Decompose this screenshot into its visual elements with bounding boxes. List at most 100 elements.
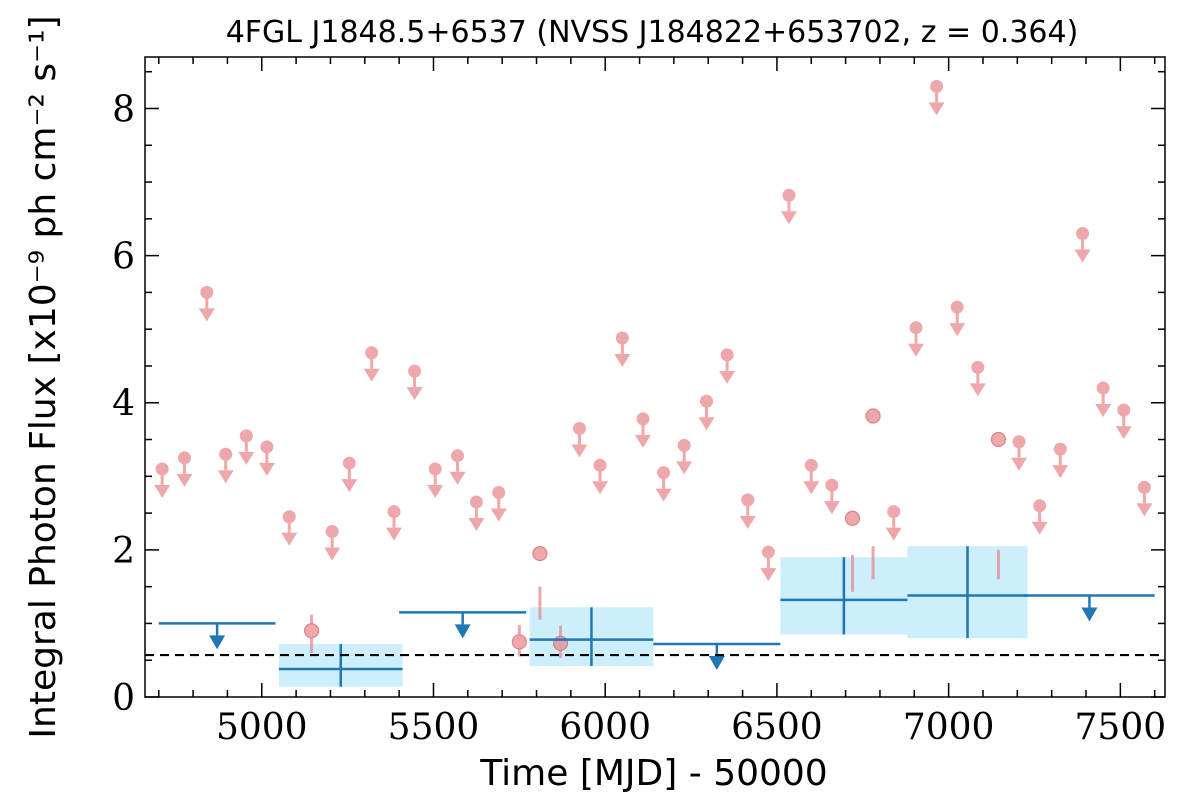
monthly-detection [303, 614, 320, 653]
upper-limit-marker [782, 188, 796, 202]
monthly-upper-limit [1031, 499, 1048, 535]
y-tick-label: 4 [112, 384, 135, 425]
upper-limit-arrowhead [1031, 521, 1048, 535]
plot-frame [144, 56, 1166, 698]
upper-limit-arrowhead [928, 102, 945, 116]
detection-marker [303, 623, 320, 639]
upper-limit-arrowhead [739, 515, 756, 529]
monthly-detection [511, 624, 527, 657]
y-axis-label: Integral Photon Flux [x10⁻⁹ ph cm⁻² s⁻¹] [23, 15, 64, 738]
upper-limit-marker [1096, 381, 1110, 395]
upper-limit-marker [930, 79, 944, 93]
upper-limit-arrowhead [823, 501, 840, 515]
yearly-upper-limit [653, 642, 781, 671]
upper-limit-marker [636, 412, 650, 426]
upper-limit-marker [887, 505, 901, 519]
upper-limit-marker [260, 440, 274, 454]
upper-limit-arrowhead [363, 368, 380, 382]
monthly-upper-limit [176, 451, 193, 487]
upper-limit-marker [282, 510, 296, 524]
monthly-upper-limit [928, 79, 945, 116]
detection-marker [844, 510, 861, 526]
upper-limit-marker [1033, 499, 1047, 513]
upper-limit-marker [950, 300, 964, 314]
y-tick-label: 8 [112, 89, 135, 130]
monthly-upper-limit [739, 493, 756, 529]
upper-limit-marker [177, 451, 191, 465]
monthly-upper-limit [449, 449, 466, 485]
upper-limit-arrowhead [949, 323, 966, 337]
upper-limit-arrowhead [449, 471, 466, 485]
upper-limit-marker [408, 364, 422, 378]
upper-limit-marker [1076, 227, 1090, 241]
plot-area [145, 79, 1165, 687]
monthly-upper-limit [780, 188, 797, 225]
monthly-upper-limit [238, 429, 255, 465]
upper-limit-marker [1117, 403, 1131, 417]
upper-limit-marker [239, 429, 253, 443]
upper-limit-arrowhead [1115, 426, 1132, 440]
monthly-upper-limit [385, 505, 402, 541]
upper-limit-arrowhead [908, 343, 925, 357]
upper-limit-arrowhead [1052, 465, 1069, 479]
upper-limit-arrowhead [969, 383, 986, 397]
y-tick-label: 0 [112, 678, 135, 719]
yearly-upper-limit [158, 622, 276, 650]
upper-limit-marker [677, 438, 691, 452]
upper-limit-marker [200, 285, 214, 299]
monthly-detection [532, 545, 548, 620]
y-tick-label: 2 [112, 531, 135, 572]
upper-limit-marker [155, 462, 169, 476]
monthly-detection [865, 408, 881, 580]
detection-marker [511, 634, 527, 650]
chart-title-text: 4FGL J1848.5+6537 (NVSS J184822+653702, … [226, 15, 1079, 50]
monthly-upper-limit [592, 458, 609, 495]
monthly-upper-limit [281, 510, 298, 546]
upper-limit-arrowhead [427, 484, 444, 498]
monthly-upper-limit [1011, 435, 1028, 471]
upper-limit-marker [451, 449, 465, 463]
upper-limit-arrowhead [468, 518, 485, 532]
upper-limit-arrowhead [592, 481, 609, 495]
upper-limit-marker [1137, 480, 1151, 494]
upper-limit-arrowhead [803, 481, 820, 495]
upper-limit-arrowhead [760, 568, 777, 582]
upper-limit-marker [761, 545, 775, 559]
monthly-upper-limit [614, 331, 631, 368]
monthly-upper-limit [1052, 442, 1069, 479]
upper-limit-marker [1012, 435, 1026, 449]
x-tick-label: 5000 [216, 707, 308, 748]
upper-limit-arrowhead [490, 508, 507, 522]
monthly-upper-limit [217, 447, 234, 484]
x-tick-label: 7500 [1075, 707, 1167, 748]
upper-limit-arrowhead [385, 527, 402, 541]
upper-limit-marker [593, 458, 607, 472]
x-axis-label: Time [MJD] - 50000 [479, 753, 827, 794]
monthly-upper-limit [468, 495, 485, 532]
monthly-upper-limit [258, 440, 275, 476]
monthly-upper-limit [1136, 480, 1153, 517]
monthly-upper-limit [1115, 403, 1132, 440]
detection-marker [532, 545, 548, 562]
upper-limit-arrowhead [719, 370, 736, 384]
upper-limit-arrowhead [176, 473, 193, 487]
x-tick-label: 6000 [559, 707, 651, 748]
yearly-upper-limit [399, 611, 527, 639]
upper-limit-marker [700, 394, 714, 408]
upper-limit-arrowhead [885, 527, 902, 541]
upper-limit-marker [492, 485, 506, 499]
monthly-upper-limit [363, 346, 380, 382]
monthly-upper-limit [571, 421, 588, 458]
monthly-detection [990, 431, 1007, 580]
upper-limit-marker [615, 331, 629, 345]
upper-limit-marker [325, 524, 339, 538]
monthly-upper-limit [908, 321, 925, 357]
upper-limit-marker [469, 495, 483, 509]
upper-limit-arrowhead [258, 462, 275, 476]
yearly-detection [907, 546, 1028, 639]
monthly-upper-limit [406, 364, 423, 401]
upper-limit-arrowhead [154, 484, 171, 498]
axis-ticks: 5000 5500 6000 6500 7000 7500 0 2 4 6 8 [112, 57, 1166, 748]
upper-limit-arrowhead [1136, 503, 1153, 517]
